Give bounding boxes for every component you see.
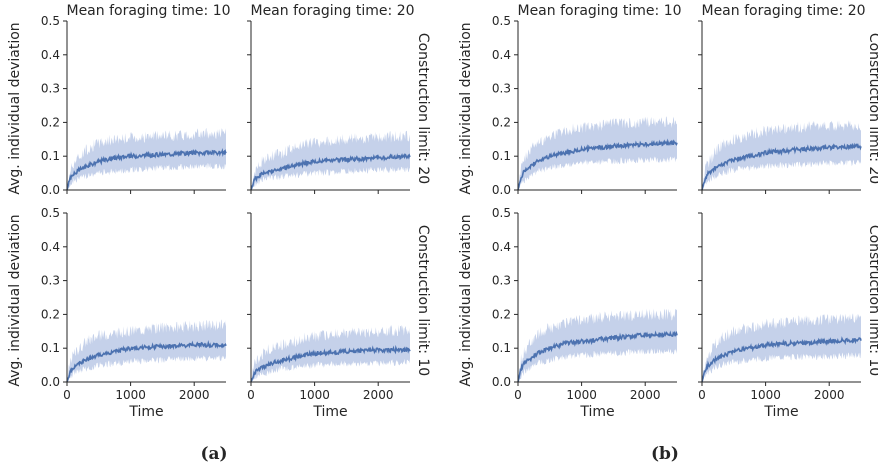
y-tick-label: 0.2 (41, 115, 60, 129)
series-band (518, 116, 677, 190)
y-tick-label: 0.0 (492, 375, 511, 389)
y-tick-label: 0.1 (492, 149, 511, 163)
panel-r1-c0: 0.0 0.1 0.2 0.3 0.4 0.5 0 1000 2000 Time Avg. indi… (458, 206, 678, 420)
panel-r0-c0: 0.0 0.1 0.2 0.3 0.4 0.5 Mean foraging time: 10… (458, 3, 682, 197)
row-title: Construction limit: 10 (415, 225, 431, 376)
y-tick-label: 0.2 (41, 307, 60, 321)
series-band (67, 319, 226, 382)
panel-r1-c1: 0 1000 2000 Time Construction limit: 10 (698, 212, 878, 420)
column-title: Mean foraging time: 20 (701, 3, 865, 19)
series-band (702, 313, 861, 382)
series-band (518, 308, 677, 382)
y-tick-label: 0.0 (41, 183, 60, 197)
y-axis-label: Avg. individual deviation (458, 22, 474, 194)
subfigure-label: (b) (651, 444, 679, 464)
y-tick-label: 0.3 (492, 82, 511, 96)
x-axis-label: Time (312, 404, 347, 420)
y-tick-label: 0.3 (41, 82, 60, 96)
x-tick-label: 0 (514, 388, 522, 402)
x-tick-label: 2000 (179, 388, 210, 402)
row-title: Construction limit: 10 (866, 225, 878, 376)
series-mean-line (701, 336, 862, 383)
column-title: Mean foraging time: 20 (250, 3, 414, 19)
x-tick-label: 0 (698, 388, 706, 402)
series-mean-line (66, 147, 227, 191)
y-tick-label: 0.5 (492, 206, 511, 220)
x-axis-label: Time (128, 404, 163, 420)
y-tick-label: 0.5 (41, 14, 60, 28)
y-tick-label: 0.4 (492, 48, 511, 62)
y-tick-label: 0.2 (492, 115, 511, 129)
subfigure-label: (a) (200, 444, 227, 464)
y-tick-label: 0.4 (492, 240, 511, 254)
series-mean-line (517, 138, 678, 191)
y-tick-label: 0.0 (41, 375, 60, 389)
column-title: Mean foraging time: 10 (66, 3, 230, 19)
panel-r1-c0: 0.0 0.1 0.2 0.3 0.4 0.5 0 1000 2000 Time Avg. indi… (7, 206, 227, 420)
y-axis-label: Avg. individual deviation (7, 22, 23, 194)
series-mean-line (250, 153, 411, 191)
column-title: Mean foraging time: 10 (517, 3, 681, 19)
x-tick-label: 2000 (630, 388, 661, 402)
series-mean-line (517, 330, 678, 383)
x-tick-label: 1000 (566, 388, 597, 402)
x-axis-label: Time (579, 404, 614, 420)
x-axis-label: Time (763, 404, 798, 420)
y-tick-label: 0.0 (492, 183, 511, 197)
row-title: Construction limit: 20 (415, 33, 431, 184)
y-tick-label: 0.4 (41, 240, 60, 254)
subfigure-a: 0.0 0.1 0.2 0.3 0.4 0.5 Mean foraging time: 10… (7, 3, 431, 464)
x-tick-label: 2000 (814, 388, 845, 402)
y-axis-label: Avg. individual deviation (7, 214, 23, 386)
series-mean-line (701, 142, 862, 191)
y-tick-label: 0.1 (41, 341, 60, 355)
y-tick-label: 0.1 (492, 341, 511, 355)
y-tick-label: 0.1 (41, 149, 60, 163)
y-tick-label: 0.4 (41, 48, 60, 62)
x-tick-label: 1000 (115, 388, 146, 402)
y-tick-label: 0.3 (41, 274, 60, 288)
x-tick-label: 2000 (363, 388, 394, 402)
panel-r0-c1: Mean foraging time: 20 Construction limit… (698, 3, 878, 194)
series-mean-line (250, 344, 411, 383)
panel-r1-c1: 0 1000 2000 Time Construction limit: 10 (247, 212, 431, 420)
y-tick-label: 0.3 (492, 274, 511, 288)
series-band (67, 127, 226, 190)
y-tick-label: 0.5 (41, 206, 60, 220)
x-tick-label: 1000 (299, 388, 330, 402)
series-mean-line (66, 340, 227, 383)
row-title: Construction limit: 20 (866, 33, 878, 184)
subfigure-b: 0.0 0.1 0.2 0.3 0.4 0.5 Mean foraging time: 10… (458, 3, 878, 464)
y-tick-label: 0.5 (492, 14, 511, 28)
panel-r0-c0: 0.0 0.1 0.2 0.3 0.4 0.5 Mean foraging time: 10… (7, 3, 231, 197)
y-tick-label: 0.2 (492, 307, 511, 321)
x-tick-label: 0 (247, 388, 255, 402)
y-axis-label: Avg. individual deviation (458, 214, 474, 386)
x-tick-label: 0 (63, 388, 71, 402)
x-tick-label: 1000 (750, 388, 781, 402)
